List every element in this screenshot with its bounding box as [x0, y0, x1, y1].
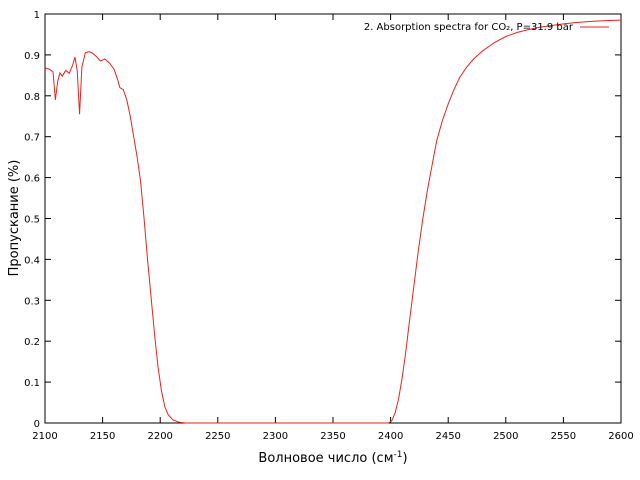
- x-tick-label: 2600: [608, 431, 633, 442]
- legend-label: 2. Absorption spectra for CO₂, P=31.9 ba…: [364, 22, 574, 33]
- y-tick-label: 0.2: [24, 337, 40, 348]
- x-axis-title: Волновое число (см-1): [258, 450, 407, 466]
- y-tick-label: 0.5: [24, 215, 40, 226]
- y-tick-label: 0.4: [24, 255, 40, 266]
- x-tick-label: 2400: [378, 431, 403, 442]
- y-tick-label: 0.6: [24, 174, 40, 185]
- x-tick-label: 2450: [435, 431, 460, 442]
- plot-frame: [44, 13, 622, 424]
- x-tick-label: 2150: [90, 431, 115, 442]
- x-tick-label: 2300: [263, 431, 288, 442]
- axis-tick-labels: 2100 2150 2200 2250 2300 2350 2400 2450 2500 2550…: [24, 10, 634, 442]
- series-line: [44, 19, 622, 424]
- y-tick-label: 0.3: [24, 296, 40, 307]
- y-tick-label: 0.1: [24, 378, 40, 389]
- x-tick-label: 2550: [551, 431, 576, 442]
- y-tick-label: 0: [34, 419, 40, 430]
- y-tick-label: 0.8: [24, 92, 40, 103]
- legend: 2. Absorption spectra for CO₂, P=31.9 ba…: [364, 22, 609, 33]
- y-tick-label: 0.9: [24, 51, 40, 62]
- x-tick-label: 2250: [205, 431, 230, 442]
- y-tick-label: 1: [34, 10, 40, 21]
- x-tick-label: 2500: [493, 431, 518, 442]
- y-tick-label: 0.7: [24, 133, 40, 144]
- x-tick-label: 2100: [32, 431, 57, 442]
- x-axis-title-superscript: -1: [394, 450, 403, 460]
- series-layer: [44, 19, 622, 424]
- axis-ticks: [44, 13, 622, 424]
- x-tick-label: 2200: [147, 431, 172, 442]
- x-tick-label: 2350: [320, 431, 345, 442]
- x-axis-title-suffix: ): [402, 451, 407, 466]
- y-axis-title: Пропускание (%): [7, 160, 22, 277]
